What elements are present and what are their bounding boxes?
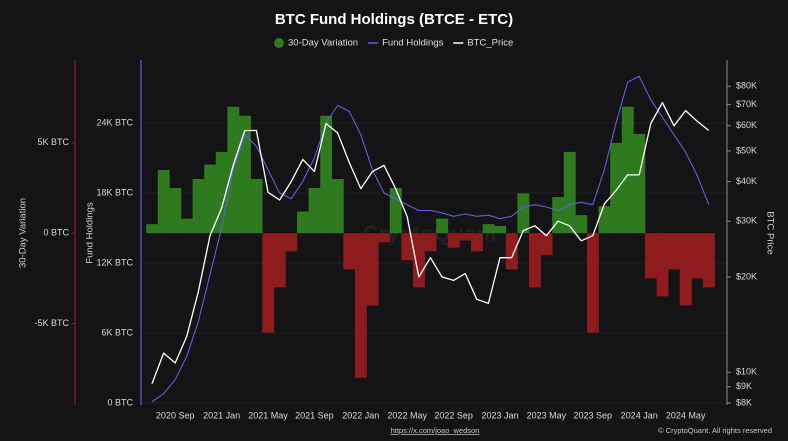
variation-bar xyxy=(668,233,681,270)
x-tick-label: 2023 Sep xyxy=(574,410,613,420)
y-tick-label: 18K BTC xyxy=(96,187,133,197)
y3-axis-title: 30-Day Variation xyxy=(18,198,29,268)
x-tick-label: 2022 May xyxy=(387,410,427,420)
variation-bar xyxy=(494,225,507,234)
variation-bar xyxy=(471,233,483,252)
legend-item: Fund Holdings xyxy=(368,38,444,49)
variation-bar xyxy=(250,179,263,234)
y2-tick-label: $40K xyxy=(736,176,757,186)
x-tick-label: 2022 Sep xyxy=(434,410,473,420)
x-tick-label: 2024 Jan xyxy=(621,410,658,420)
variation-bar xyxy=(239,115,251,234)
y2-tick-label: $10K xyxy=(736,367,757,377)
variation-bar xyxy=(378,233,391,243)
legend-label: Fund Holdings xyxy=(382,38,444,49)
variation-bar xyxy=(331,179,344,234)
y-tick-label: 0 BTC xyxy=(107,397,133,407)
holdings-line xyxy=(151,75,710,403)
variation-bar xyxy=(598,206,611,234)
variation-bar xyxy=(146,224,159,234)
y2-tick-label: $60K xyxy=(736,120,757,130)
variation-bar xyxy=(389,188,402,234)
variation-bar xyxy=(645,233,657,279)
variation-bar xyxy=(482,224,495,234)
y2-tick-label: $70K xyxy=(736,99,757,109)
y3-tick-label: 0 BTC xyxy=(43,228,69,238)
legend-label: BTC_Price xyxy=(467,38,513,49)
y2-tick-label: $80K xyxy=(736,81,757,91)
variation-bar xyxy=(343,233,356,270)
x-tick-label: 2021 May xyxy=(248,410,288,420)
variation-bar xyxy=(169,188,182,234)
y2-tick-label: $20K xyxy=(736,271,757,281)
variation-bar xyxy=(413,233,425,288)
variation-bar xyxy=(192,179,205,234)
chart-title: BTC Fund Holdings (BTCE - ETC) xyxy=(275,11,513,28)
variation-bar xyxy=(563,151,576,234)
variation-bar xyxy=(529,233,541,288)
variation-bar xyxy=(575,215,588,234)
legend-item: 30-Day Variation xyxy=(274,38,358,49)
y2-tick-label: $30K xyxy=(736,216,757,226)
y2-axis-title: BTC Price xyxy=(764,211,775,254)
y2-tick-label: $8K xyxy=(736,397,752,407)
variation-bar xyxy=(540,233,553,255)
legend-swatch xyxy=(274,38,284,48)
variation-bar xyxy=(401,233,414,261)
variation-bar xyxy=(436,218,449,234)
variation-bar xyxy=(157,169,170,234)
x-tick-label: 2020 Sep xyxy=(156,410,195,420)
variation-bar xyxy=(424,233,437,252)
variation-bar xyxy=(621,106,634,234)
variation-bar xyxy=(656,233,669,297)
variation-bar xyxy=(355,233,367,378)
y-axis-title: Fund Holdings xyxy=(85,202,96,264)
y3-tick-label: 5K BTC xyxy=(37,137,69,147)
source-link[interactable]: https://x.com/joao_wedson xyxy=(391,426,480,435)
variation-bar xyxy=(610,142,623,234)
variation-bar xyxy=(447,233,460,248)
variation-bar xyxy=(505,233,518,270)
variation-bar xyxy=(703,233,715,288)
variation-bar xyxy=(552,197,565,234)
data-layer xyxy=(146,75,715,403)
variation-bar xyxy=(320,115,333,234)
y3-tick-label: -5K BTC xyxy=(34,318,69,328)
x-tick-label: 2021 Sep xyxy=(295,410,334,420)
x-tick-label: 2023 May xyxy=(527,410,567,420)
variation-bar xyxy=(285,233,298,252)
legend-item: BTC_Price xyxy=(453,38,513,49)
variation-bar xyxy=(459,233,472,241)
x-tick-label: 2023 Jan xyxy=(481,410,518,420)
y2-tick-label: $50K xyxy=(736,145,757,155)
variation-bar xyxy=(587,233,599,333)
variation-bar xyxy=(297,211,309,234)
variation-bar xyxy=(215,151,228,234)
y-tick-label: 12K BTC xyxy=(96,257,133,267)
variation-bar xyxy=(308,188,321,234)
variation-bar xyxy=(366,233,379,306)
variation-bar xyxy=(517,193,530,234)
y-tick-label: 24K BTC xyxy=(96,117,133,127)
variation-bar xyxy=(204,164,217,234)
y2-tick-label: $9K xyxy=(736,381,752,391)
variation-bar xyxy=(633,133,646,234)
variation-bar xyxy=(262,233,275,333)
price-line xyxy=(151,101,710,385)
legend-label: 30-Day Variation xyxy=(288,38,358,49)
x-tick-label: 2024 May xyxy=(666,410,706,420)
x-tick-label: 2022 Jan xyxy=(342,410,379,420)
variation-bar xyxy=(679,233,692,306)
y-tick-label: 6K BTC xyxy=(101,327,133,337)
variation-bar xyxy=(181,218,193,234)
copyright: © CryptoQuant. All rights reserved xyxy=(658,426,772,435)
variation-bar xyxy=(691,233,704,279)
x-tick-label: 2021 Jan xyxy=(203,410,240,420)
variation-bar xyxy=(273,233,286,288)
